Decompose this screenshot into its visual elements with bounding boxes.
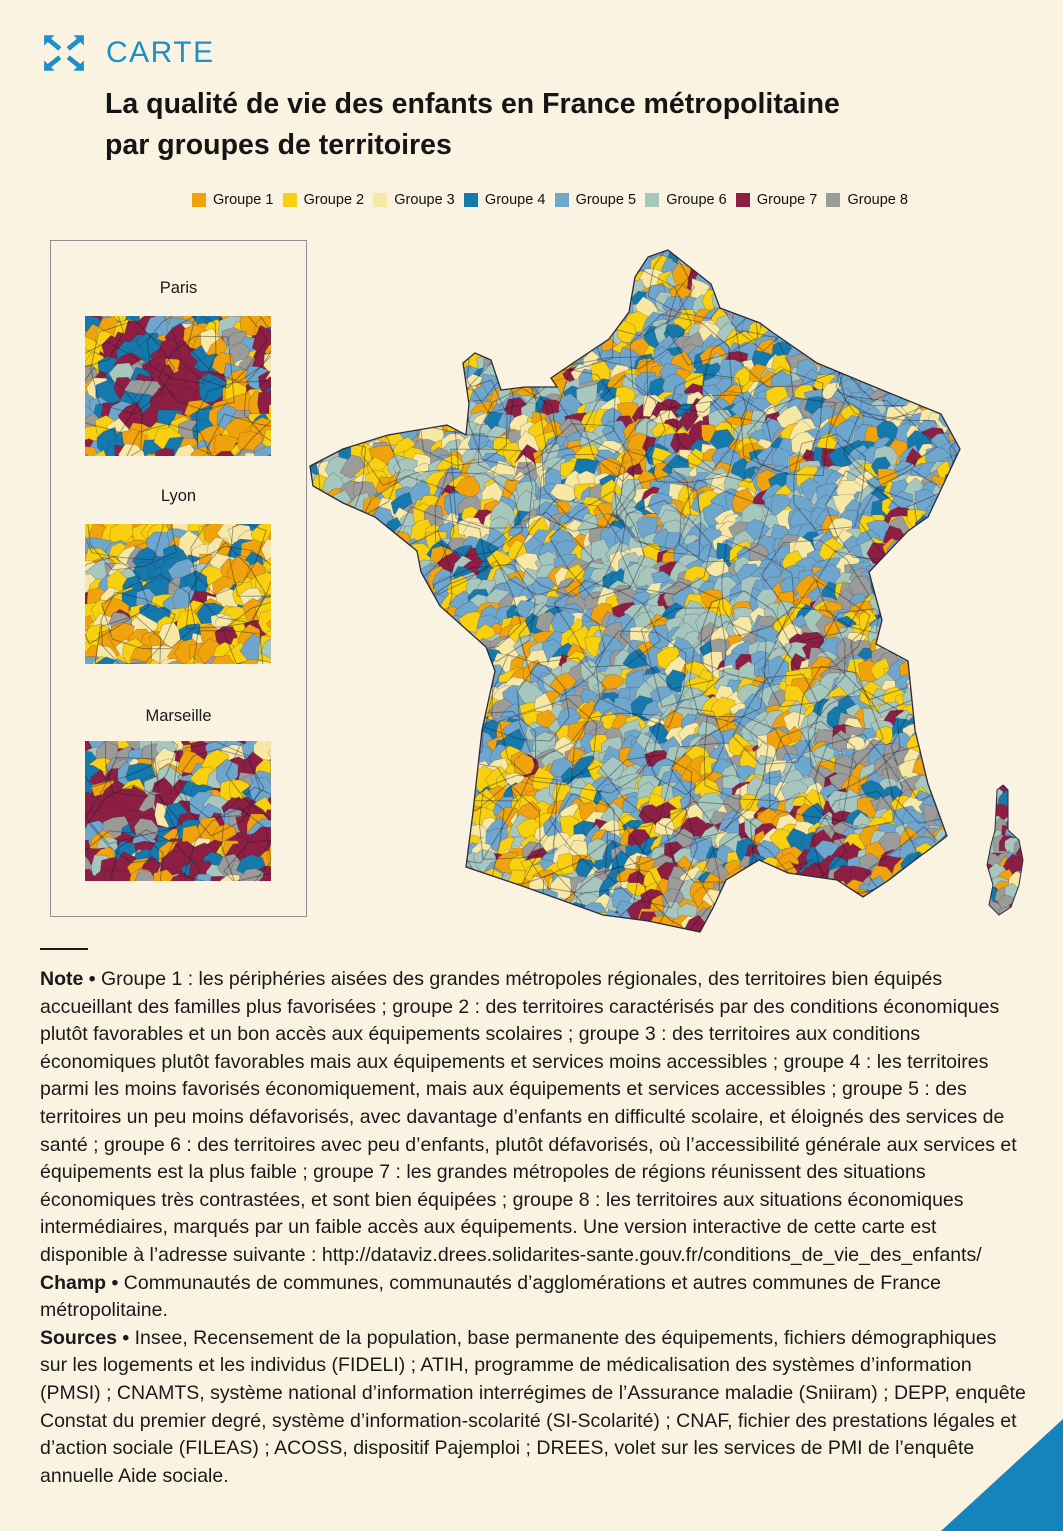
paris-inset-map <box>85 316 271 456</box>
note-rule <box>40 948 88 950</box>
page-title-line2: par groupes de territoires <box>105 129 452 161</box>
champ-paragraph: Champ • Communautés de communes, communa… <box>40 1270 1028 1325</box>
legend-label: Groupe 3 <box>394 192 455 208</box>
champ-label: Champ • <box>40 1271 119 1294</box>
sources-text: Insee, Recensement de la population, bas… <box>40 1326 1026 1487</box>
map-legend: Groupe 1 Groupe 2 Groupe 3 Groupe 4 Grou… <box>192 192 908 208</box>
legend-item-groupe-2: Groupe 2 <box>282 192 365 208</box>
legend-swatch <box>826 193 841 207</box>
note-paragraph: Note • Groupe 1 : les périphéries aisées… <box>40 966 1028 1270</box>
page-title-line1: La qualité de vie des enfants en France … <box>105 88 840 120</box>
legend-swatch <box>735 193 750 207</box>
legend-swatch <box>463 193 478 207</box>
legend-item-groupe-8: Groupe 8 <box>826 192 908 208</box>
legend-item-groupe-1: Groupe 1 <box>192 192 273 208</box>
champ-text: Communautés de communes, communautés d’a… <box>40 1271 941 1322</box>
page-title: La qualité de vie des enfants en France … <box>105 84 1025 166</box>
paris-inset-label: Paris <box>159 279 198 297</box>
legend-label: Groupe 1 <box>213 192 274 208</box>
legend-swatch <box>645 193 660 207</box>
legend-item-groupe-6: Groupe 6 <box>645 192 727 208</box>
inset-panel: Paris Lyon Marseille <box>50 240 307 917</box>
legend-label: Groupe 7 <box>756 192 818 208</box>
legend-label: Groupe 2 <box>303 192 365 208</box>
legend-item-groupe-5: Groupe 5 <box>554 192 637 208</box>
france-map <box>309 249 1024 933</box>
note-url[interactable]: http://dataviz.drees.solidarites-sante.g… <box>321 1243 982 1266</box>
legend-label: Groupe 6 <box>666 192 727 208</box>
figure-kicker: CARTE <box>38 30 215 76</box>
lyon-inset-map <box>85 524 271 664</box>
footnotes: Note • Groupe 1 : les périphéries aisées… <box>40 966 1028 1490</box>
marseille-inset-map <box>85 741 271 881</box>
legend-item-groupe-4: Groupe 4 <box>463 192 546 208</box>
legend-label: Groupe 5 <box>575 192 637 208</box>
sources-label: Sources • <box>40 1326 130 1349</box>
expand-arrows-icon <box>44 35 84 71</box>
legend-swatch <box>192 193 206 207</box>
legend-swatch <box>282 193 297 207</box>
legend-swatch <box>373 193 388 207</box>
marseille-inset-label: Marseille <box>145 707 212 725</box>
legend-item-groupe-7: Groupe 7 <box>735 192 818 208</box>
note-text: Groupe 1 : les périphéries aisées des gr… <box>40 968 1017 1266</box>
legend-item-groupe-3: Groupe 3 <box>373 192 455 208</box>
kicker-label: CARTE <box>106 36 215 69</box>
map-figure: Paris Lyon Marseille <box>50 240 1024 933</box>
legend-label: Groupe 4 <box>484 192 546 208</box>
note-label: Note • <box>40 968 96 990</box>
legend-swatch <box>554 193 569 207</box>
legend-label: Groupe 8 <box>847 192 908 208</box>
sources-paragraph: Sources • Insee, Recensement de la popul… <box>40 1325 1028 1491</box>
lyon-inset-label: Lyon <box>160 487 197 505</box>
